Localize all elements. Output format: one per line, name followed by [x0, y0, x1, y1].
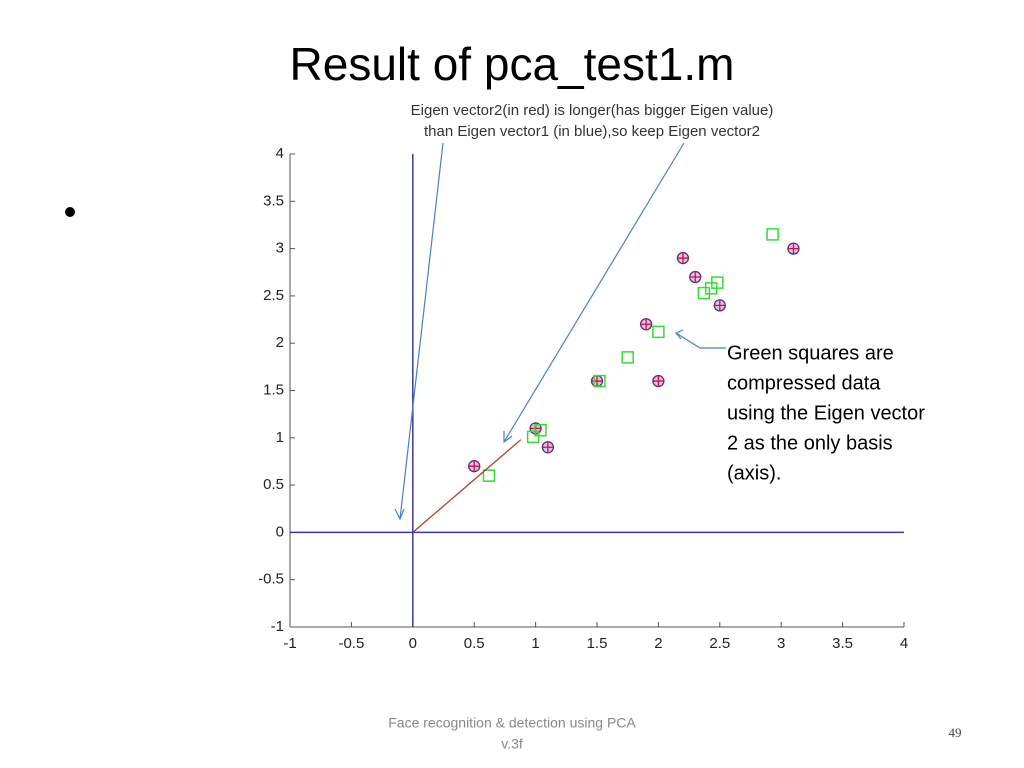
marker [640, 318, 653, 331]
y-tick-label: 2.5 [263, 287, 284, 304]
marker [676, 252, 689, 265]
marker [713, 299, 726, 312]
circle-point [713, 299, 726, 312]
circle-point [689, 270, 702, 284]
annotations: Eigen vector2(in red) is longer(has bigg… [411, 102, 926, 484]
annotation: Green squares are [727, 342, 894, 364]
circle-point [541, 441, 555, 454]
bullet [65, 207, 75, 217]
square-point [534, 423, 547, 437]
marker [766, 228, 779, 241]
x-tick-label: 0.5 [464, 635, 485, 652]
square-point [697, 286, 711, 300]
y-tick-label: 0.5 [263, 476, 284, 493]
square-point [711, 276, 724, 289]
marker [689, 270, 702, 283]
square-point [766, 228, 779, 241]
plot: -1 -0.5 0 0.5 1 1.5 2 2.5 3 3.5 4 -1 -0.5 0 0.5 1 1.5 2 2.… [258, 145, 908, 652]
marker [652, 375, 665, 388]
vector-line [412, 439, 522, 533]
circle-point [590, 374, 604, 388]
annotation: 2 as the only basis [727, 432, 893, 454]
circle-point [468, 460, 481, 473]
x-tick-label: 1 [531, 635, 539, 652]
circle-point [652, 374, 665, 388]
x-tick-label: 4 [900, 635, 908, 652]
square-point [652, 325, 665, 339]
arrows [394, 142, 726, 521]
arrow [399, 142, 444, 520]
annotation: (axis). [727, 462, 781, 484]
arrow [503, 142, 685, 443]
page-number: 49 [949, 725, 962, 740]
y-tick-label: -1 [271, 618, 284, 635]
marker [482, 469, 496, 482]
square-point [482, 469, 496, 482]
x-tick-label: 3 [777, 635, 785, 652]
y-tick-label: 2 [276, 334, 284, 351]
y-tick-label: 1 [276, 429, 284, 446]
annotation: compressed data [727, 372, 881, 394]
y-tick-label: 1.5 [263, 381, 284, 398]
circle-point [639, 318, 653, 331]
x-tick-label: 0 [409, 635, 417, 652]
arrow-head [503, 431, 513, 444]
marker [697, 286, 711, 300]
circle-point [787, 242, 800, 255]
x-tick-label: -1 [283, 635, 296, 652]
x-tick-label: 2 [654, 635, 662, 652]
x-tick-label: 2.5 [709, 635, 730, 652]
square-point [621, 351, 634, 364]
y-tick-label: 4 [276, 145, 284, 162]
square-point [526, 430, 540, 444]
annotation: Eigen vector2(in red) is longer(has bigg… [411, 102, 774, 119]
x-tick-label: 3.5 [832, 635, 853, 652]
slide-title: Result of pca_test1.m [290, 38, 735, 90]
annotation: than Eigen vector1 (in blue),so keep Eig… [424, 123, 760, 140]
marker [593, 374, 606, 388]
arrow [675, 332, 726, 349]
y-tick-label: 0 [276, 523, 284, 540]
circle-point [676, 251, 690, 265]
marker [534, 423, 547, 437]
x-tick-label: -0.5 [338, 635, 364, 652]
footer: v.3f [501, 736, 523, 752]
y-tick-label: 3.5 [263, 192, 284, 209]
marker [787, 242, 800, 255]
marker [711, 276, 724, 289]
marker [621, 351, 634, 364]
marker [468, 460, 481, 473]
square-point [593, 374, 606, 388]
y-tick-label: -0.5 [258, 571, 284, 588]
arrow-head [675, 329, 684, 340]
annotation: using the Eigen vector [727, 402, 925, 424]
footer: Face recognition & detection using PCA [388, 715, 636, 731]
y-tick-label: 3 [276, 240, 284, 257]
marker [541, 441, 554, 454]
arrow-head [394, 508, 405, 521]
marker [652, 325, 665, 339]
marker [591, 375, 603, 388]
x-tick-label: 1.5 [587, 635, 608, 652]
marker [526, 430, 540, 444]
